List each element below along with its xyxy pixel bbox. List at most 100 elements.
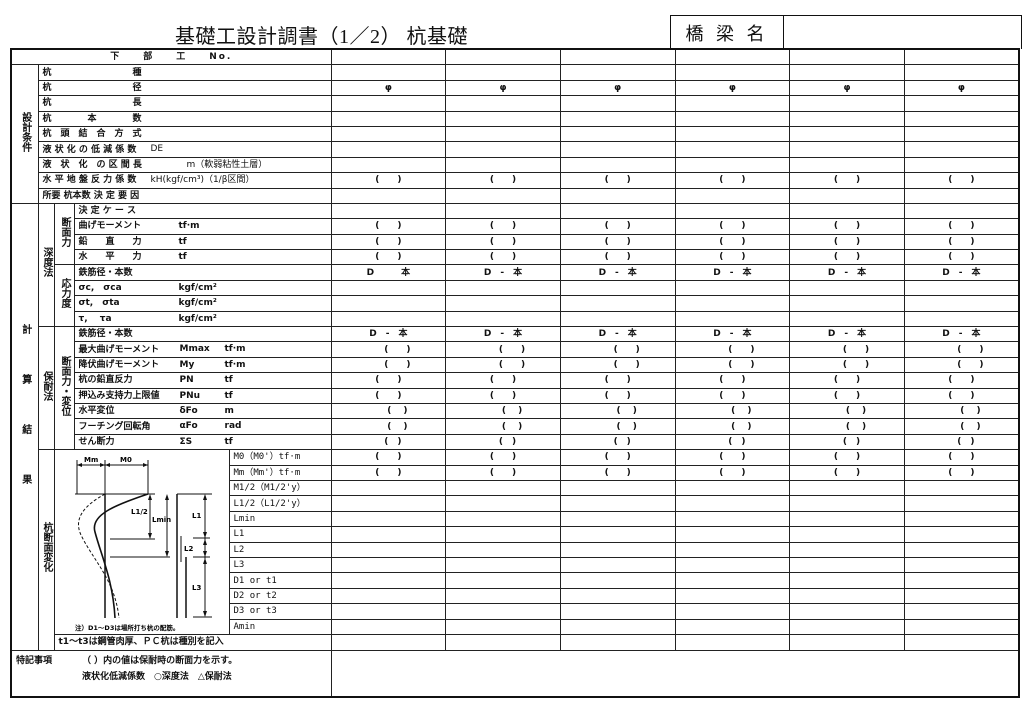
- value-cell[interactable]: [789, 634, 905, 651]
- value-cell[interactable]: [674, 526, 791, 543]
- value-cell[interactable]: ( ): [789, 356, 905, 374]
- value-cell[interactable]: [903, 479, 1020, 497]
- value-cell[interactable]: [674, 634, 791, 651]
- value-cell[interactable]: ( ): [559, 464, 676, 481]
- value-cell[interactable]: φ: [445, 79, 561, 97]
- value-cell[interactable]: ( ): [559, 341, 676, 358]
- value-cell[interactable]: ( ): [445, 402, 561, 420]
- value-cell[interactable]: [903, 64, 1020, 81]
- value-cell[interactable]: [559, 110, 676, 127]
- value-cell[interactable]: ( ): [330, 433, 447, 451]
- value-cell[interactable]: ( ): [674, 233, 791, 251]
- value-cell[interactable]: [789, 141, 905, 158]
- value-cell[interactable]: [330, 95, 447, 112]
- value-cell[interactable]: ( ): [674, 249, 791, 266]
- value-cell[interactable]: ( ): [674, 372, 791, 389]
- value-cell[interactable]: [674, 202, 791, 220]
- value-cell[interactable]: [330, 187, 447, 204]
- value-cell[interactable]: ( ): [330, 418, 447, 435]
- value-cell[interactable]: ( ): [445, 249, 561, 266]
- value-cell[interactable]: ( ): [445, 372, 561, 389]
- value-cell[interactable]: ( ): [903, 356, 1020, 374]
- value-cell[interactable]: ( ): [789, 233, 905, 251]
- value-cell[interactable]: [559, 556, 676, 574]
- value-cell[interactable]: φ: [674, 79, 791, 97]
- substructure-no-cell[interactable]: [330, 48, 447, 66]
- value-cell[interactable]: [789, 310, 905, 328]
- value-cell[interactable]: ( ): [903, 433, 1020, 451]
- value-cell[interactable]: D - 本: [559, 264, 676, 281]
- value-cell[interactable]: [330, 156, 447, 174]
- value-cell[interactable]: [559, 202, 676, 220]
- value-cell[interactable]: [789, 479, 905, 497]
- value-cell[interactable]: ( ): [674, 433, 791, 451]
- bridge-name-field[interactable]: [784, 16, 1021, 49]
- value-cell[interactable]: ( ): [903, 233, 1020, 251]
- value-cell[interactable]: [903, 279, 1020, 297]
- value-cell[interactable]: [789, 541, 905, 559]
- value-cell[interactable]: [903, 110, 1020, 127]
- value-cell[interactable]: [903, 603, 1020, 620]
- value-cell[interactable]: ( ): [674, 172, 791, 189]
- value-cell[interactable]: [789, 510, 905, 528]
- value-cell[interactable]: ( ): [330, 218, 447, 235]
- value-cell[interactable]: [445, 572, 561, 589]
- value-cell[interactable]: ( ): [445, 356, 561, 374]
- value-cell[interactable]: [330, 495, 447, 512]
- value-cell[interactable]: ( ): [903, 464, 1020, 481]
- value-cell[interactable]: ( ): [903, 387, 1020, 404]
- value-cell[interactable]: ( ): [330, 449, 447, 466]
- value-cell[interactable]: ( ): [903, 418, 1020, 435]
- value-cell[interactable]: [903, 541, 1020, 559]
- value-cell[interactable]: ( ): [674, 449, 791, 466]
- substructure-no-cell[interactable]: [674, 48, 791, 66]
- value-cell[interactable]: [903, 526, 1020, 543]
- value-cell[interactable]: [330, 603, 447, 620]
- value-cell[interactable]: [330, 541, 447, 559]
- value-cell[interactable]: [789, 156, 905, 174]
- value-cell[interactable]: ( ): [559, 418, 676, 435]
- value-cell[interactable]: [559, 495, 676, 512]
- value-cell[interactable]: ( ): [674, 464, 791, 481]
- value-cell[interactable]: [789, 603, 905, 620]
- value-cell[interactable]: ( ): [903, 341, 1020, 358]
- value-cell[interactable]: ( ): [789, 341, 905, 358]
- value-cell[interactable]: [559, 510, 676, 528]
- value-cell[interactable]: ( ): [559, 233, 676, 251]
- value-cell[interactable]: [903, 634, 1020, 651]
- value-cell[interactable]: ( ): [445, 433, 561, 451]
- value-cell[interactable]: [789, 572, 905, 589]
- value-cell[interactable]: [903, 310, 1020, 328]
- value-cell[interactable]: φ: [789, 79, 905, 97]
- value-cell[interactable]: [559, 95, 676, 112]
- value-cell[interactable]: ( ): [674, 356, 791, 374]
- value-cell[interactable]: [559, 187, 676, 204]
- value-cell[interactable]: [674, 187, 791, 204]
- value-cell[interactable]: [445, 587, 561, 605]
- value-cell[interactable]: [330, 510, 447, 528]
- value-cell[interactable]: [903, 156, 1020, 174]
- value-cell[interactable]: [674, 541, 791, 559]
- value-cell[interactable]: [330, 310, 447, 328]
- value-cell[interactable]: [445, 110, 561, 127]
- value-cell[interactable]: ( ): [903, 372, 1020, 389]
- value-cell[interactable]: ( ): [445, 387, 561, 404]
- value-cell[interactable]: ( ): [330, 402, 447, 420]
- value-cell[interactable]: [789, 110, 905, 127]
- value-cell[interactable]: D - 本: [789, 264, 905, 281]
- value-cell[interactable]: [559, 479, 676, 497]
- value-cell[interactable]: [445, 556, 561, 574]
- value-cell[interactable]: [674, 125, 791, 143]
- value-cell[interactable]: [330, 295, 447, 312]
- value-cell[interactable]: ( ): [559, 372, 676, 389]
- value-cell[interactable]: ( ): [789, 449, 905, 466]
- value-cell[interactable]: ( ): [789, 433, 905, 451]
- value-cell[interactable]: ( ): [330, 464, 447, 481]
- value-cell[interactable]: [330, 526, 447, 543]
- value-cell[interactable]: ( ): [445, 341, 561, 358]
- value-cell[interactable]: [674, 587, 791, 605]
- value-cell[interactable]: [789, 202, 905, 220]
- value-cell[interactable]: [674, 295, 791, 312]
- value-cell[interactable]: [330, 556, 447, 574]
- value-cell[interactable]: [445, 202, 561, 220]
